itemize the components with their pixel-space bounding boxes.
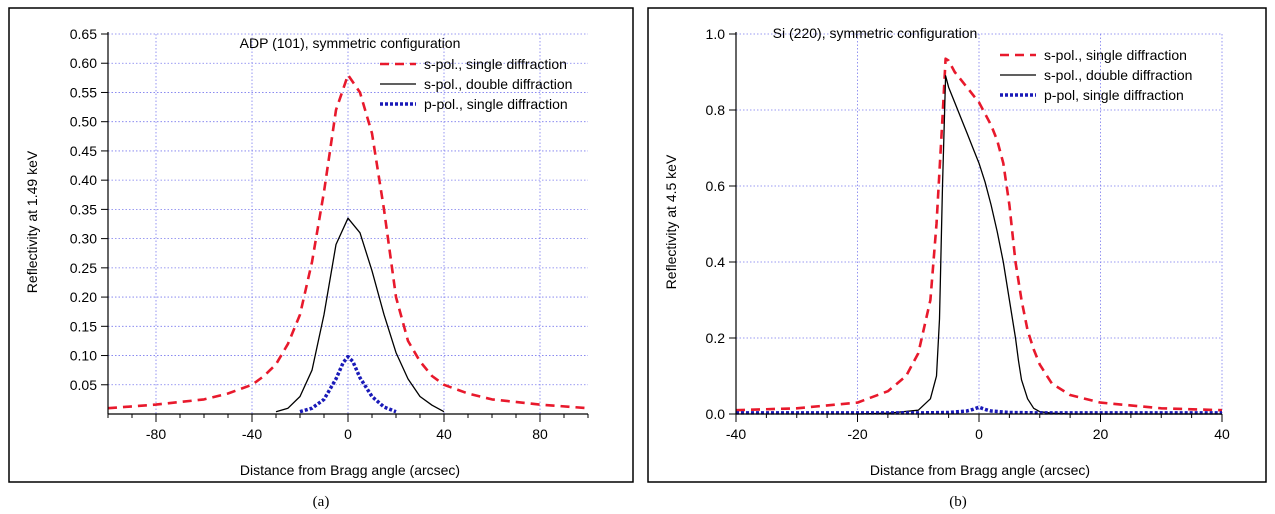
chart-a-y-ticks: 0.05 0.10 0.15 0.20 0.25 0.30 0.35 0.40 0.45 0.50…: [70, 26, 108, 393]
chart-a-series-line-1: [275, 217, 445, 413]
chart-b-x-tick-label-4: 40: [1214, 426, 1230, 442]
chart-a-series: [107, 73, 589, 414]
chart-a-x-tick-label-4: 80: [532, 426, 548, 442]
chart-a-y-tick-label-1: 0.10: [70, 348, 97, 364]
chart-b-legend-label-1: s-pol., double diffraction: [1044, 67, 1192, 83]
chart-a-legend-label-1: s-pol., double diffraction: [424, 76, 572, 92]
chart-a-y-tick-label-7: 0.40: [70, 172, 97, 188]
chart-a-y-tick-label-4: 0.25: [70, 260, 97, 276]
panel-b-frame: [647, 7, 1267, 483]
chart-b-title: Si (220), symmetric configuration: [773, 25, 978, 41]
chart-a-x-tick-label-2: 0: [344, 426, 352, 442]
chart-b-legend-label-2: p-pol, single diffraction: [1044, 87, 1184, 103]
chart-b-x-tick-label-3: 20: [1093, 426, 1109, 442]
chart-a-grid: [108, 33, 588, 414]
caption-a: (a): [313, 494, 330, 510]
chart-a-y-tick-label-12: 0.65: [70, 26, 97, 42]
chart-a-y-tick-label-0: 0.05: [70, 377, 97, 393]
chart-a-x-label: Distance from Bragg angle (arcsec): [240, 462, 460, 478]
chart-a-x-tick-label-3: 40: [436, 426, 452, 442]
chart-b-y-tick-label-4: 0.8: [706, 102, 726, 118]
chart-a-legend-label-2: p-pol., single diffraction: [424, 96, 568, 112]
chart-b-x-ticks: -40 -20 0 20 40: [726, 414, 1230, 442]
chart-a-y-tick-label-5: 0.30: [70, 231, 97, 247]
chart-b-series-line-1: [857, 75, 1222, 415]
chart-a: -80 -40 0 40 80 0.05 0.10 0.15 0.20 0.25 0.30 0.35…: [24, 26, 589, 510]
chart-a-x-ticks: -80 -40 0 40 80: [107, 414, 589, 442]
chart-a-legend-label-0: s-pol., single diffraction: [424, 56, 567, 72]
chart-b-y-tick-label-3: 0.6: [706, 178, 726, 194]
chart-b-y-tick-label-1: 0.2: [706, 330, 726, 346]
chart-a-x-tick-label-1: -40: [242, 426, 262, 442]
chart-a-y-tick-label-8: 0.45: [70, 143, 97, 159]
chart-a-y-tick-label-3: 0.20: [70, 289, 97, 305]
chart-b-y-ticks: 0.0 0.2 0.4 0.6 0.8 1.0: [706, 26, 736, 422]
chart-b-x-label: Distance from Bragg angle (arcsec): [870, 462, 1090, 478]
chart-b-legend: s-pol., single diffraction s-pol., double…: [1000, 47, 1192, 103]
chart-a-y-tick-label-6: 0.35: [70, 201, 97, 217]
chart-a-y-tick-label-10: 0.55: [70, 84, 97, 100]
chart-b-legend-label-0: s-pol., single diffraction: [1044, 47, 1187, 63]
chart-a-series-line-0: [107, 73, 589, 410]
chart-a-y-tick-label-2: 0.15: [70, 318, 97, 334]
chart-a-y-label: Reflectivity at 1.49 keV: [24, 150, 40, 293]
caption-b: (b): [949, 494, 967, 510]
chart-a-x-tick-label-0: -80: [146, 426, 166, 442]
chart-b-y-tick-label-0: 0.0: [706, 406, 726, 422]
chart-b-series-line-0: [735, 57, 1223, 412]
panel-a-frame: [8, 7, 634, 483]
chart-b-series-line-2: [736, 405, 1222, 415]
chart-b-y-tick-label-2: 0.4: [706, 254, 726, 270]
chart-b-y-label: Reflectivity at 4.5 keV: [663, 154, 679, 289]
chart-b-y-tick-label-5: 1.0: [706, 26, 726, 42]
chart-a-y-tick-label-9: 0.50: [70, 114, 97, 130]
chart-a-y-tick-label-11: 0.60: [70, 55, 97, 71]
chart-b-x-tick-label-1: -20: [847, 426, 867, 442]
chart-a-legend: s-pol., single diffraction s-pol., double…: [380, 56, 572, 112]
chart-b-x-tick-label-2: 0: [975, 426, 983, 442]
chart-b: -40 -20 0 20 40 0.0 0.2 0.4 0.6 0.8 1.0 Si (220),…: [663, 25, 1230, 510]
chart-a-title: ADP (101), symmetric configuration: [240, 35, 461, 51]
chart-b-x-tick-label-0: -40: [726, 426, 746, 442]
chart-b-series: [735, 57, 1223, 415]
chart-a-series-line-2: [299, 354, 397, 414]
